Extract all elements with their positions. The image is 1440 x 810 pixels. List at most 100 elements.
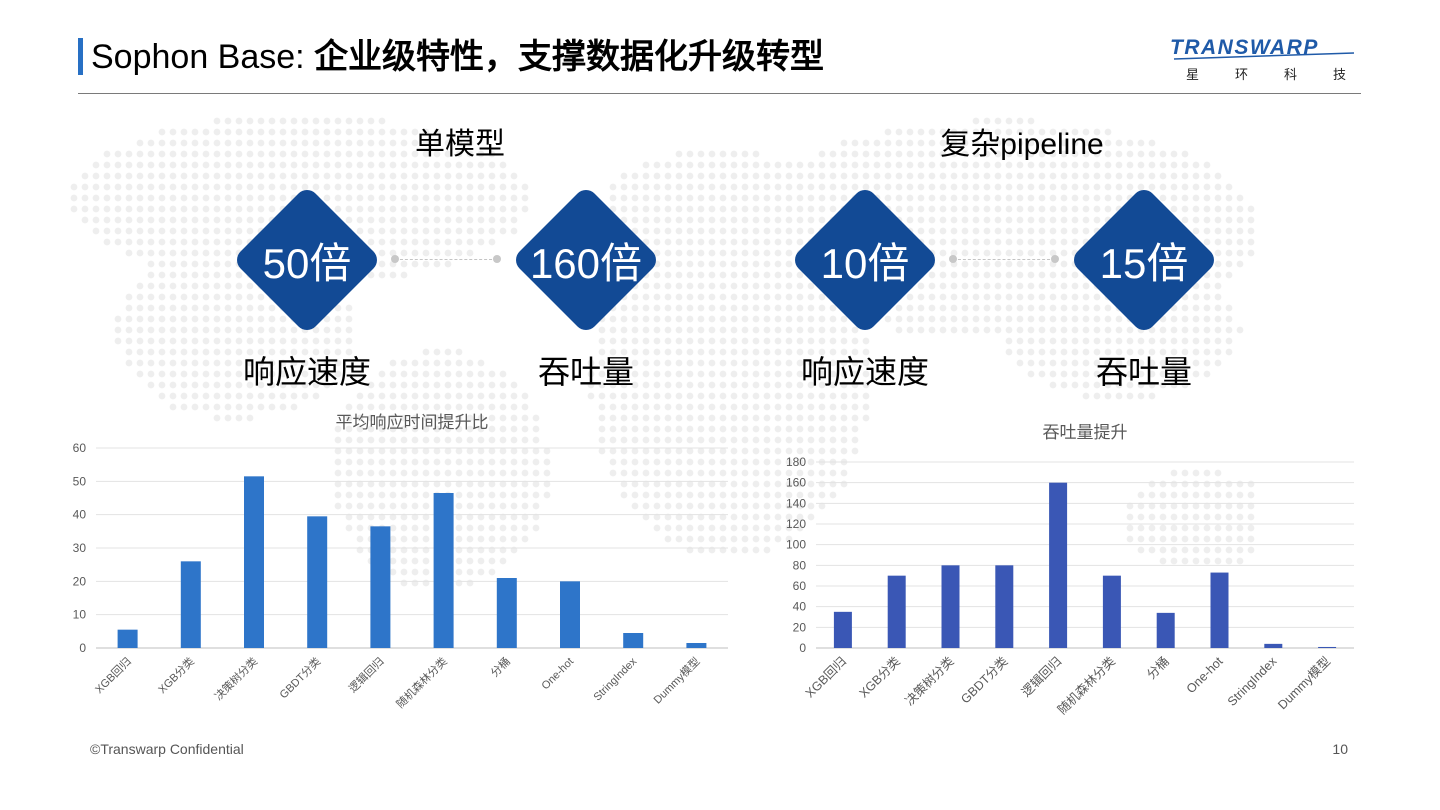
map-dot bbox=[433, 458, 441, 466]
map-dot bbox=[521, 392, 529, 400]
map-dot bbox=[906, 293, 914, 301]
map-dot bbox=[1170, 183, 1178, 191]
map-dot bbox=[136, 161, 144, 169]
map-dot bbox=[1071, 348, 1079, 356]
map-dot bbox=[1192, 524, 1200, 532]
map-dot bbox=[367, 469, 375, 477]
map-dot bbox=[950, 183, 958, 191]
map-dot bbox=[378, 260, 386, 268]
map-dot bbox=[620, 458, 628, 466]
map-dot bbox=[433, 414, 441, 422]
map-dot bbox=[246, 359, 254, 367]
map-dot bbox=[763, 293, 771, 301]
map-dot bbox=[1082, 194, 1090, 202]
map-dot bbox=[1170, 469, 1178, 477]
map-dot bbox=[1005, 282, 1013, 290]
map-dot bbox=[444, 436, 452, 444]
map-dot bbox=[312, 161, 320, 169]
map-dot bbox=[994, 282, 1002, 290]
map-dot bbox=[642, 458, 650, 466]
map-dot bbox=[730, 205, 738, 213]
map-dot bbox=[686, 293, 694, 301]
map-dot bbox=[389, 491, 397, 499]
map-dot bbox=[862, 403, 870, 411]
map-dot bbox=[1214, 348, 1222, 356]
map-dot bbox=[1027, 249, 1035, 257]
map-dot bbox=[895, 161, 903, 169]
map-dot bbox=[730, 194, 738, 202]
map-dot bbox=[1016, 315, 1024, 323]
map-dot bbox=[895, 183, 903, 191]
map-dot bbox=[433, 348, 441, 356]
map-dot bbox=[290, 139, 298, 147]
map-dot bbox=[422, 403, 430, 411]
map-dot bbox=[609, 447, 617, 455]
map-dot bbox=[785, 315, 793, 323]
map-dot bbox=[345, 414, 353, 422]
map-dot bbox=[961, 293, 969, 301]
map-dot bbox=[389, 535, 397, 543]
map-dot bbox=[422, 139, 430, 147]
map-dot bbox=[1181, 513, 1189, 521]
x-tick-label: 分桶 bbox=[487, 654, 512, 679]
map-dot bbox=[840, 392, 848, 400]
map-dot bbox=[752, 447, 760, 455]
map-dot bbox=[235, 392, 243, 400]
map-dot bbox=[191, 128, 199, 136]
map-dot bbox=[114, 227, 122, 235]
map-dot bbox=[1192, 315, 1200, 323]
map-dot bbox=[389, 381, 397, 389]
map-dot bbox=[675, 271, 683, 279]
map-dot bbox=[939, 271, 947, 279]
map-dot bbox=[1027, 117, 1035, 125]
map-dot bbox=[422, 260, 430, 268]
map-dot bbox=[1005, 172, 1013, 180]
map-dot bbox=[158, 370, 166, 378]
map-dot bbox=[774, 282, 782, 290]
map-dot bbox=[213, 249, 221, 257]
map-dot bbox=[257, 348, 265, 356]
map-dot bbox=[301, 359, 309, 367]
map-dot bbox=[994, 205, 1002, 213]
map-dot bbox=[741, 304, 749, 312]
map-dot bbox=[785, 260, 793, 268]
map-dot bbox=[411, 425, 419, 433]
map-dot bbox=[763, 216, 771, 224]
map-dot bbox=[378, 370, 386, 378]
map-dot bbox=[268, 172, 276, 180]
map-dot bbox=[675, 183, 683, 191]
map-dot bbox=[433, 381, 441, 389]
map-dot bbox=[752, 260, 760, 268]
map-dot bbox=[158, 238, 166, 246]
map-dot bbox=[642, 381, 650, 389]
map-dot bbox=[499, 425, 507, 433]
map-dot bbox=[752, 183, 760, 191]
map-dot bbox=[433, 194, 441, 202]
map-dot bbox=[741, 216, 749, 224]
map-dot bbox=[1049, 216, 1057, 224]
map-dot bbox=[224, 128, 232, 136]
map-dot bbox=[136, 227, 144, 235]
map-dot bbox=[1038, 249, 1046, 257]
map-dot bbox=[653, 205, 661, 213]
map-dot bbox=[334, 480, 342, 488]
map-dot bbox=[829, 315, 837, 323]
map-dot bbox=[1148, 161, 1156, 169]
x-tick-label: 随机森林分类 bbox=[393, 654, 450, 711]
map-dot bbox=[796, 359, 804, 367]
map-dot bbox=[136, 249, 144, 257]
map-dot bbox=[642, 359, 650, 367]
map-dot bbox=[730, 546, 738, 554]
map-dot bbox=[224, 326, 232, 334]
map-dot bbox=[1148, 535, 1156, 543]
map-dot bbox=[466, 502, 474, 510]
map-dot bbox=[268, 392, 276, 400]
map-dot bbox=[345, 128, 353, 136]
map-dot bbox=[1214, 326, 1222, 334]
map-dot bbox=[972, 304, 980, 312]
map-dot bbox=[213, 238, 221, 246]
map-dot bbox=[389, 414, 397, 422]
map-dot bbox=[411, 480, 419, 488]
map-dot bbox=[928, 293, 936, 301]
map-dot bbox=[1005, 216, 1013, 224]
